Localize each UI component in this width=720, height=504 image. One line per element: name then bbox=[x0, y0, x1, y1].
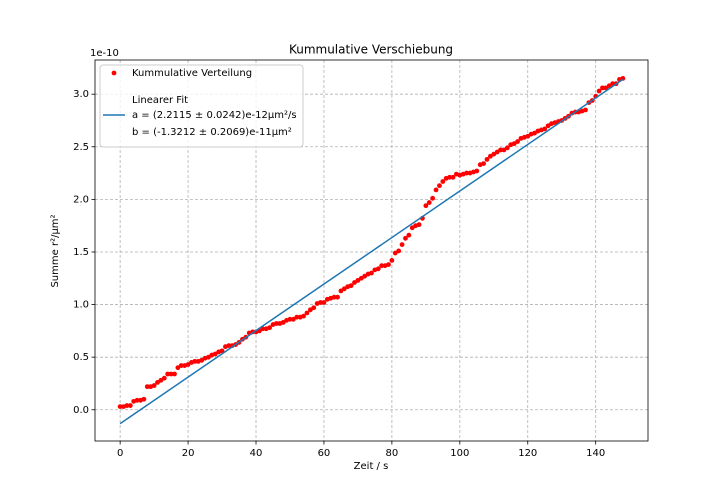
data-point bbox=[178, 363, 184, 368]
data-point bbox=[399, 242, 405, 248]
data-point bbox=[165, 371, 171, 377]
data-point bbox=[464, 170, 470, 176]
x-tick-label: 60 bbox=[318, 448, 331, 459]
x-tick-label: 20 bbox=[182, 448, 195, 459]
data-point bbox=[226, 343, 232, 348]
data-point bbox=[318, 300, 323, 305]
data-point bbox=[172, 371, 177, 377]
data-point bbox=[267, 325, 272, 331]
data-point bbox=[369, 270, 374, 276]
data-point bbox=[219, 348, 225, 354]
data-point bbox=[168, 371, 174, 377]
data-point bbox=[124, 403, 130, 408]
data-point bbox=[287, 316, 293, 322]
data-point bbox=[192, 358, 198, 364]
data-point bbox=[396, 248, 402, 254]
x-tick-label: 0 bbox=[117, 448, 123, 459]
data-point bbox=[450, 174, 456, 180]
x-tick-label: 100 bbox=[450, 448, 469, 459]
data-point bbox=[447, 174, 453, 180]
data-point bbox=[481, 161, 486, 167]
data-point bbox=[504, 145, 510, 151]
data-point bbox=[474, 168, 480, 174]
data-point bbox=[375, 266, 381, 272]
data-point bbox=[498, 147, 503, 153]
legend-label: Linearer Fit bbox=[132, 95, 188, 106]
y-tick-label: 2.0 bbox=[73, 194, 89, 205]
data-point bbox=[335, 294, 340, 300]
data-point bbox=[600, 85, 605, 91]
y-tick-label: 3.0 bbox=[73, 89, 89, 100]
data-point bbox=[440, 179, 446, 184]
data-point bbox=[386, 262, 391, 267]
data-point bbox=[542, 126, 548, 132]
y-axis-label: Summe r²/μm² bbox=[50, 214, 61, 287]
data-point bbox=[151, 383, 157, 388]
x-tick-label: 40 bbox=[250, 448, 263, 459]
y-tick-label: 0.5 bbox=[73, 352, 89, 363]
data-point bbox=[301, 313, 306, 319]
legend-label: Kummulative Verteilung bbox=[132, 68, 252, 79]
data-point bbox=[273, 321, 279, 326]
data-point bbox=[127, 403, 133, 408]
plot-frame bbox=[94, 59, 649, 442]
data-point bbox=[583, 107, 588, 113]
data-point bbox=[437, 183, 442, 189]
y-offset-text: 1e-10 bbox=[90, 48, 119, 59]
legend-box bbox=[99, 64, 304, 148]
x-tick-label: 80 bbox=[386, 448, 399, 459]
chart-title: Kummulative Verschiebung bbox=[289, 43, 453, 57]
y-tick-label: 1.5 bbox=[73, 247, 89, 258]
data-point bbox=[426, 200, 432, 205]
data-point bbox=[484, 157, 490, 162]
data-point bbox=[423, 203, 429, 209]
data-point bbox=[389, 257, 395, 263]
data-point bbox=[304, 310, 310, 316]
data-point bbox=[348, 283, 354, 289]
data-point bbox=[433, 187, 439, 193]
legend-marker bbox=[111, 70, 117, 76]
fit-line bbox=[119, 78, 624, 425]
y-tick-label: 1.0 bbox=[73, 300, 89, 311]
data-point bbox=[141, 396, 147, 402]
data-point bbox=[331, 294, 337, 300]
x-axis-label: Zeit / s bbox=[354, 461, 389, 472]
y-tick-label: 2.5 bbox=[73, 142, 89, 153]
data-point bbox=[311, 305, 317, 311]
data-point bbox=[416, 222, 422, 228]
data-point bbox=[321, 300, 327, 305]
data-point bbox=[294, 314, 300, 320]
data-point bbox=[134, 397, 140, 403]
x-tick-label: 120 bbox=[518, 448, 537, 459]
data-point bbox=[117, 404, 123, 410]
data-point bbox=[403, 235, 408, 241]
legend-fit-param: b = (-1.3212 ± 0.2069)e-11μm² bbox=[132, 127, 292, 138]
data-point bbox=[515, 139, 520, 144]
y-tick-label: 0.0 bbox=[73, 405, 89, 416]
data-point bbox=[144, 384, 150, 390]
data-point bbox=[596, 88, 602, 94]
data-point bbox=[161, 375, 167, 381]
legend-fit-param: a = (2.2115 ± 0.0242)e-12μm²/s bbox=[132, 110, 297, 121]
data-point bbox=[430, 195, 436, 201]
x-tick-label: 140 bbox=[586, 448, 605, 459]
data-point bbox=[406, 232, 412, 238]
data-point bbox=[379, 263, 385, 269]
